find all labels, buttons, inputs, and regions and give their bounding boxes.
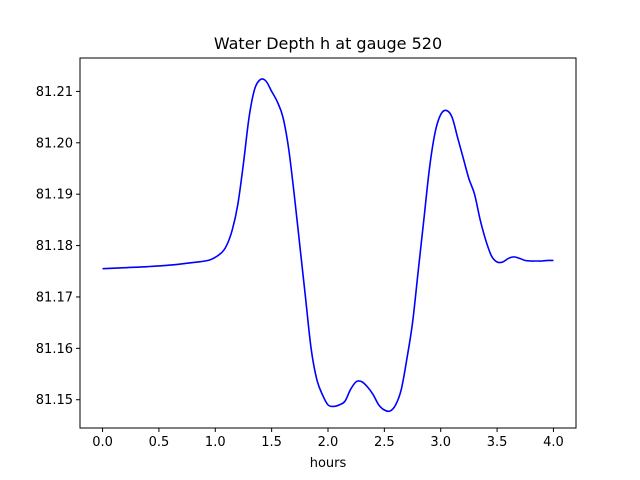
x-tick-label: 0.0 — [92, 435, 113, 450]
x-axis-label: hours — [310, 456, 347, 471]
x-tick-label: 0.5 — [149, 435, 170, 450]
x-tick-label: 2.0 — [318, 435, 339, 450]
series-line-0 — [102, 78, 554, 413]
y-tick-label: 81.20 — [36, 136, 73, 151]
x-tick-label: 3.0 — [430, 435, 451, 450]
x-tick-label: 3.5 — [487, 435, 508, 450]
chart-title: Water Depth h at gauge 520 — [214, 34, 442, 53]
x-tick-label: 4.0 — [543, 435, 564, 450]
y-tick-label: 81.17 — [36, 290, 73, 305]
y-tick-label: 81.15 — [36, 393, 73, 408]
y-tick-label: 81.21 — [36, 85, 73, 100]
y-tick-label: 81.19 — [36, 188, 73, 203]
y-tick-label: 81.16 — [36, 342, 73, 357]
y-tick-label: 81.18 — [36, 239, 73, 254]
x-tick-label: 1.0 — [205, 435, 226, 450]
x-tick-label: 2.5 — [374, 435, 395, 450]
x-tick-label: 1.5 — [261, 435, 282, 450]
